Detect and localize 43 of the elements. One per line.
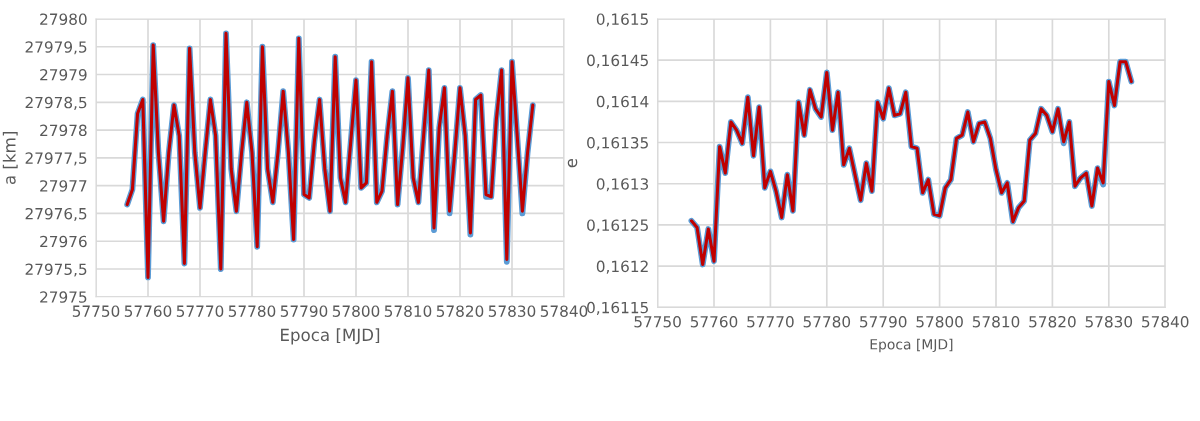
y-tick-label: 27979: [40, 68, 87, 81]
x-tick-label: 57840: [1142, 315, 1189, 328]
x-tick-label: 57760: [690, 315, 738, 328]
x-tick-label: 57780: [803, 315, 851, 328]
y-tick-label: 0,16145: [587, 54, 648, 68]
y-tick-label: 27976,5: [25, 207, 87, 222]
x-tick-label: 57770: [747, 315, 794, 328]
x-tick-label: 57790: [280, 305, 328, 317]
y-tick-label: 0,1615: [596, 13, 648, 27]
x-tick-label: 57760: [124, 305, 172, 317]
x-tick-label: 57800: [916, 315, 963, 328]
y-tick-label: 27980: [40, 13, 87, 25]
x-tick-label: 57790: [860, 315, 907, 328]
x-tick-label: 57810: [384, 305, 432, 317]
x-tick-label: 57750: [72, 305, 120, 317]
y-tick-label: 27976: [40, 235, 87, 248]
y-tick-label: 0,1613: [596, 178, 649, 192]
x-axis-title: Epoca [MJD]: [870, 338, 953, 353]
y-tick-label: 27977,5: [25, 152, 87, 166]
x-axis-title: Epoca [MJD]: [281, 328, 380, 345]
y-tick-label: 27979,5: [25, 41, 87, 55]
y-tick-label: 0,16135: [587, 137, 648, 151]
x-tick-label: 57800: [332, 305, 380, 317]
y-axis-title: a [km]: [2, 132, 18, 185]
x-tick-label: 57780: [228, 305, 276, 317]
y-axis-title: e: [567, 158, 578, 168]
y-tick-label: 0,1612: [596, 260, 648, 274]
x-tick-label: 57840: [540, 305, 588, 317]
x-tick-label: 57820: [1029, 315, 1076, 328]
y-tick-label: 27978: [40, 124, 87, 137]
x-tick-label: 57810: [972, 315, 1020, 328]
y-tick-label: 27977: [40, 180, 87, 192]
x-tick-label: 57830: [488, 305, 536, 317]
y-tick-label: 27978,5: [25, 96, 87, 110]
x-tick-label: 57770: [176, 305, 224, 317]
x-tick-label: 57750: [634, 315, 681, 328]
x-tick-label: 57830: [1085, 315, 1133, 328]
y-tick-label: 0,1614: [596, 95, 649, 109]
y-tick-label: 27975,5: [25, 263, 87, 277]
y-tick-label: 27975: [40, 291, 87, 303]
x-tick-label: 57820: [436, 305, 484, 317]
y-tick-label: 0,16115: [587, 301, 648, 315]
y-tick-label: 0,16125: [587, 219, 648, 233]
